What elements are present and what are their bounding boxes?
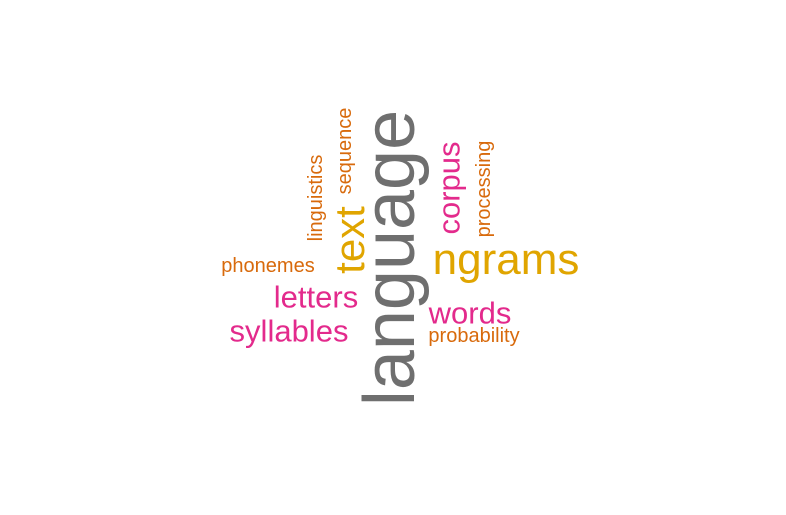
word-probability: probability <box>428 325 520 347</box>
word-processing: processing <box>473 140 495 238</box>
word-sequence: sequence <box>334 107 356 195</box>
word-text: text <box>326 206 373 274</box>
word-linguistics: linguistics <box>305 154 327 242</box>
word-ngrams: ngrams <box>432 235 580 284</box>
word-words: words <box>428 295 512 331</box>
word-letters: letters <box>273 279 359 315</box>
word-corpus: corpus <box>431 141 467 235</box>
word-syllables: syllables <box>229 313 349 349</box>
word-phonemes: phonemes <box>221 255 315 277</box>
